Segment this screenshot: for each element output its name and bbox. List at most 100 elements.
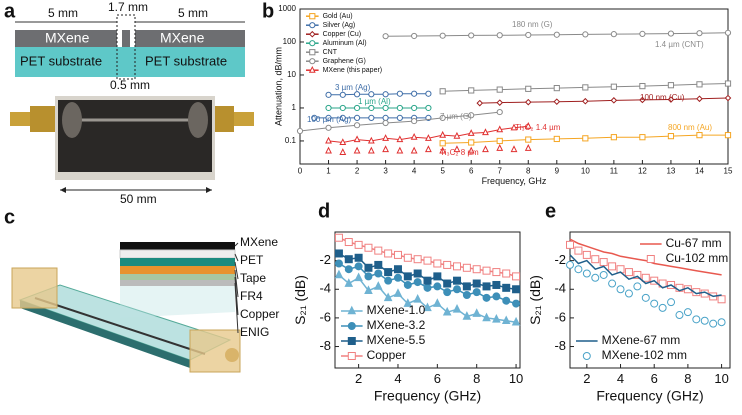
series-annotation: 1.4 µm (CNT) [655,40,704,49]
marker [443,260,452,269]
marker [382,134,390,141]
marker [364,272,373,281]
marker [344,238,353,247]
signal-line [34,297,206,355]
layer-label: Copper [240,307,279,321]
connector [234,112,254,126]
panel-label: b [262,0,274,22]
marker [374,246,383,255]
marker [344,265,353,274]
series-annotation: 7 µm (G) [440,112,472,121]
dimension-label: 0.5 mm [110,78,150,92]
x-tick-label: 1 [326,166,331,175]
gap-outline [116,14,136,80]
marker [347,352,356,360]
marker [476,99,484,107]
x-tick-label: 4 [412,166,417,175]
x-axis-label: Frequency, GHz [482,176,547,186]
marker [482,128,489,136]
marker [610,83,617,90]
marker [309,22,316,29]
marker [439,130,447,138]
marker [502,283,511,292]
x-tick-label: 8 [473,371,480,386]
marker [639,30,646,37]
marker [453,131,461,139]
chart: 2 4 6 8 10 -8 -6 -4 -2 Frequency (GHz) S₂₁ (dB) Cu-… [527,231,731,403]
marker [453,285,462,294]
layer-label: PET substrate [20,53,102,68]
y-tick-label: 100 [283,37,297,46]
marker [403,272,412,281]
marker [296,127,304,135]
marker [525,85,532,92]
mxene-signal [122,30,130,47]
legend-label: Cu-102 mm [666,251,729,265]
marker [308,65,316,73]
y-axis-label: S₂₁ (dB) [527,275,543,325]
device-photo: 50 mm [10,96,254,206]
dimension-label: 5 mm [178,6,208,20]
marker [553,31,560,38]
x-tick-label: 9 [555,166,560,175]
marker [382,114,389,121]
marker [482,293,491,302]
x-tick-label: 2 [355,166,360,175]
marker [462,290,471,299]
marker [624,268,633,277]
marker [472,265,481,274]
marker [472,308,482,317]
marker [524,121,532,129]
marker [467,146,475,154]
y-tick-label: -2 [554,252,566,267]
layer-label: MXene [45,30,90,46]
y-tick-label: 1 [292,103,297,112]
marker [472,288,481,297]
x-tick-label: 4 [394,371,401,386]
series-annotation: 3 µm (Ag) [335,83,371,92]
marker [692,315,701,324]
marker [423,302,432,312]
marker [309,49,316,56]
x-tick-label: 8 [684,371,691,386]
y-tick-label: -4 [319,281,331,296]
marker [396,114,403,121]
marker [367,146,375,154]
marker [610,97,618,104]
marker [382,104,389,112]
legend-label: MXene-1.0 [367,303,426,317]
chart: 2 4 6 8 10 -8 -6 -4 -2 Frequency (GHz) S₂₁ (dB) MXe… [292,231,523,403]
marker [354,262,363,271]
marker [482,145,489,153]
marker [325,124,332,131]
marker [696,95,703,103]
legend-label: MXene-102 mm [602,348,687,362]
x-tick-label: 14 [695,166,704,175]
marker [591,273,600,282]
marker [724,132,732,139]
marker [439,140,446,147]
layer-label: FR4 [240,289,263,303]
marker [384,276,393,285]
y-tick-label: 0.1 [285,136,297,145]
marker [667,96,675,103]
marker [339,91,346,98]
layer-enig [120,280,235,286]
marker [582,135,589,142]
legend-label: Aluminum (Al) [323,40,367,47]
marker [311,114,318,121]
marker [374,269,383,278]
series-line [299,111,500,132]
marker [353,114,361,121]
marker [433,272,442,281]
marker [582,352,591,360]
marker [512,272,521,281]
legend-label: MXene-3.2 [367,318,426,332]
marker [411,90,418,97]
marker [413,255,422,264]
y-tick-label: -2 [319,252,331,267]
marker [439,88,446,95]
legend-label: Cu-67 mm [666,236,722,250]
x-tick-label: 12 [638,166,647,175]
marker [353,104,361,112]
